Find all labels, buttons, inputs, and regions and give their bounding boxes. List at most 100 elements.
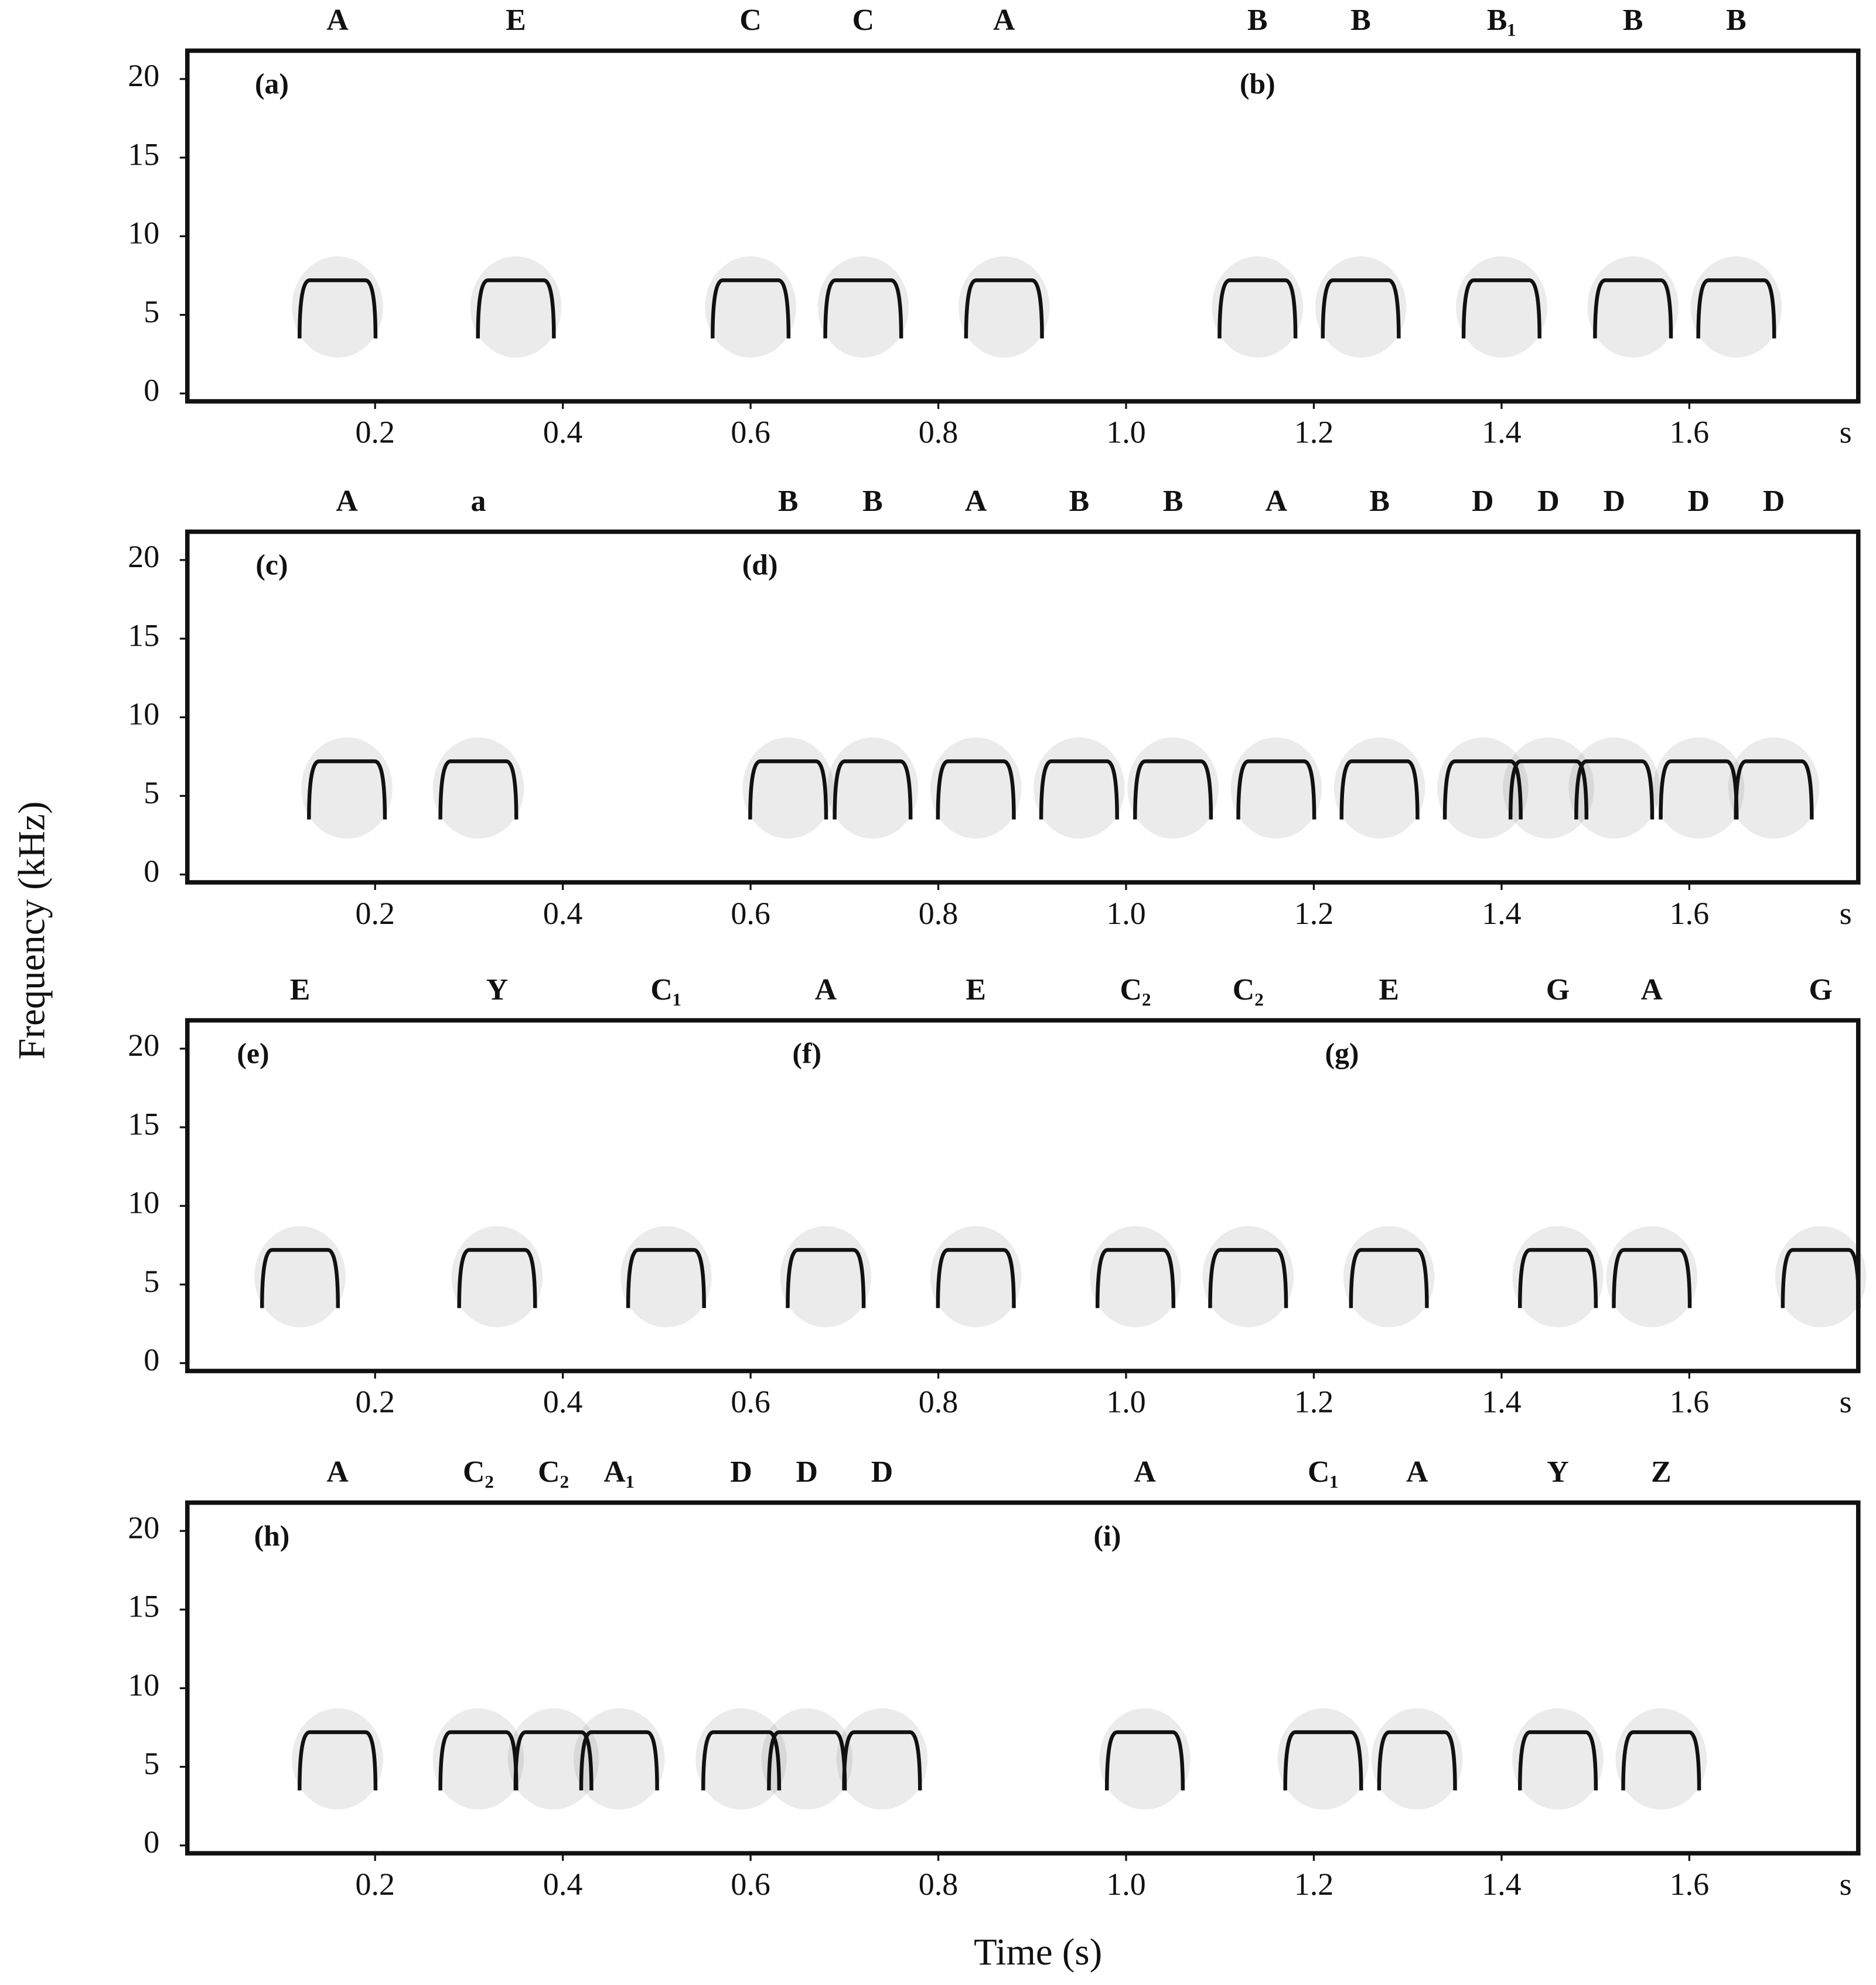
y-tick-label: 20 <box>128 539 159 574</box>
syllable <box>476 278 556 339</box>
syllable-label: A <box>993 4 1015 37</box>
x-tick-label: 0.2 <box>355 1867 395 1902</box>
syllable-label: G <box>1546 973 1570 1007</box>
y-tick-label: 5 <box>144 775 159 810</box>
y-tick-label: 15 <box>128 1106 159 1141</box>
noise <box>1606 1226 1698 1328</box>
syllable-label: D <box>1603 485 1625 518</box>
syllable-label: B <box>778 485 799 518</box>
syllable <box>701 1730 782 1790</box>
noise <box>1315 256 1407 358</box>
syllable <box>260 1248 340 1308</box>
y-tick-label: 10 <box>128 216 159 251</box>
noise <box>1230 737 1322 839</box>
x-tick-label: 1.0 <box>1106 896 1146 931</box>
x-tick-label: 1.6 <box>1670 415 1710 450</box>
x-tick-label: 1.2 <box>1294 415 1334 450</box>
x-tick-label: 0.4 <box>543 1867 583 1902</box>
panel-label: (a) <box>255 68 289 100</box>
syllable <box>513 1730 594 1790</box>
noise <box>292 1708 383 1810</box>
x-unit-label: s <box>1840 1384 1852 1420</box>
y-tick-label: 0 <box>144 373 159 408</box>
syllable <box>711 278 791 339</box>
noise <box>817 256 909 358</box>
x-tick-label: 1.6 <box>1670 896 1710 931</box>
x-tick-label: 0.8 <box>919 415 958 450</box>
noise <box>1690 256 1782 358</box>
x-axis-label: Time (s) <box>974 1931 1102 1973</box>
syllable-label: D <box>1688 485 1710 518</box>
syllable-label: B₁ <box>1487 4 1516 37</box>
x-tick-label: 1.0 <box>1106 1867 1146 1902</box>
syllable-label: D <box>730 1455 752 1489</box>
syllable-label: D <box>1537 485 1559 518</box>
syllable <box>1321 278 1401 339</box>
syllable <box>823 278 903 339</box>
x-tick-label: 1.4 <box>1482 1384 1522 1420</box>
syllable-label: B <box>1247 4 1268 37</box>
x-tick-label: 1.2 <box>1294 1867 1334 1902</box>
syllable <box>579 1730 659 1790</box>
plot-frame <box>185 48 1861 404</box>
syllable-label: D <box>796 1455 818 1489</box>
noise <box>1343 1226 1435 1328</box>
noise <box>1456 256 1547 358</box>
y-tick-label: 20 <box>128 58 159 93</box>
syllable-label: A₁ <box>603 1455 635 1489</box>
syllable-label: B <box>1623 4 1643 37</box>
y-tick-label: 15 <box>128 618 159 653</box>
syllable <box>1095 1248 1176 1308</box>
syllable <box>307 759 387 820</box>
x-tick-label: 1.4 <box>1482 896 1522 931</box>
noise <box>470 256 562 358</box>
noise <box>254 1226 346 1328</box>
syllable <box>1574 759 1655 820</box>
x-tick-label: 1.4 <box>1482 415 1522 450</box>
syllable-label: E <box>290 973 311 1007</box>
syllable <box>1349 1248 1429 1308</box>
syllable <box>1442 759 1523 820</box>
noise <box>780 1226 872 1328</box>
y-axis-label: Frequency (kHz) <box>11 801 53 1060</box>
syllable-label: B <box>1350 4 1371 37</box>
syllable <box>1696 278 1776 339</box>
x-unit-label: s <box>1840 1867 1852 1902</box>
noise <box>1202 1226 1294 1328</box>
syllable <box>1508 759 1589 820</box>
syllable-label: A <box>1406 1455 1428 1489</box>
noise <box>836 1708 928 1810</box>
x-tick-label: 1.6 <box>1670 1867 1710 1902</box>
x-tick-label: 0.6 <box>731 415 770 450</box>
syllable-label: B <box>1726 4 1747 37</box>
syllable-label: E <box>506 4 526 37</box>
syllable <box>936 1248 1016 1308</box>
x-tick-label: 0.6 <box>731 896 770 931</box>
panel-label: (e) <box>237 1038 269 1070</box>
x-tick-label: 1.4 <box>1482 1867 1522 1902</box>
syllable-label: E <box>966 973 986 1007</box>
syllable <box>626 1248 706 1308</box>
syllable <box>1517 1730 1598 1790</box>
noise <box>574 1708 665 1810</box>
noise <box>1099 1708 1191 1810</box>
syllable-label: A <box>1134 1455 1156 1489</box>
syllable <box>438 759 519 820</box>
noise <box>1587 256 1679 358</box>
syllable <box>936 759 1016 820</box>
syllable <box>786 1248 866 1308</box>
syllable <box>298 1730 378 1790</box>
panel-label: (b) <box>1240 68 1275 100</box>
x-tick-label: 0.2 <box>355 1384 395 1420</box>
syllable-label: C₂ <box>463 1455 494 1489</box>
syllable <box>1377 1730 1457 1790</box>
y-tick-label: 10 <box>128 1185 159 1220</box>
y-tick-label: 0 <box>144 854 159 889</box>
panel-label: (c) <box>255 549 288 581</box>
syllable-label: A <box>965 485 987 518</box>
noise <box>1615 1708 1707 1810</box>
x-tick-label: 1.0 <box>1106 1384 1146 1420</box>
noise <box>1775 1226 1867 1328</box>
y-tick-label: 20 <box>128 1028 159 1063</box>
